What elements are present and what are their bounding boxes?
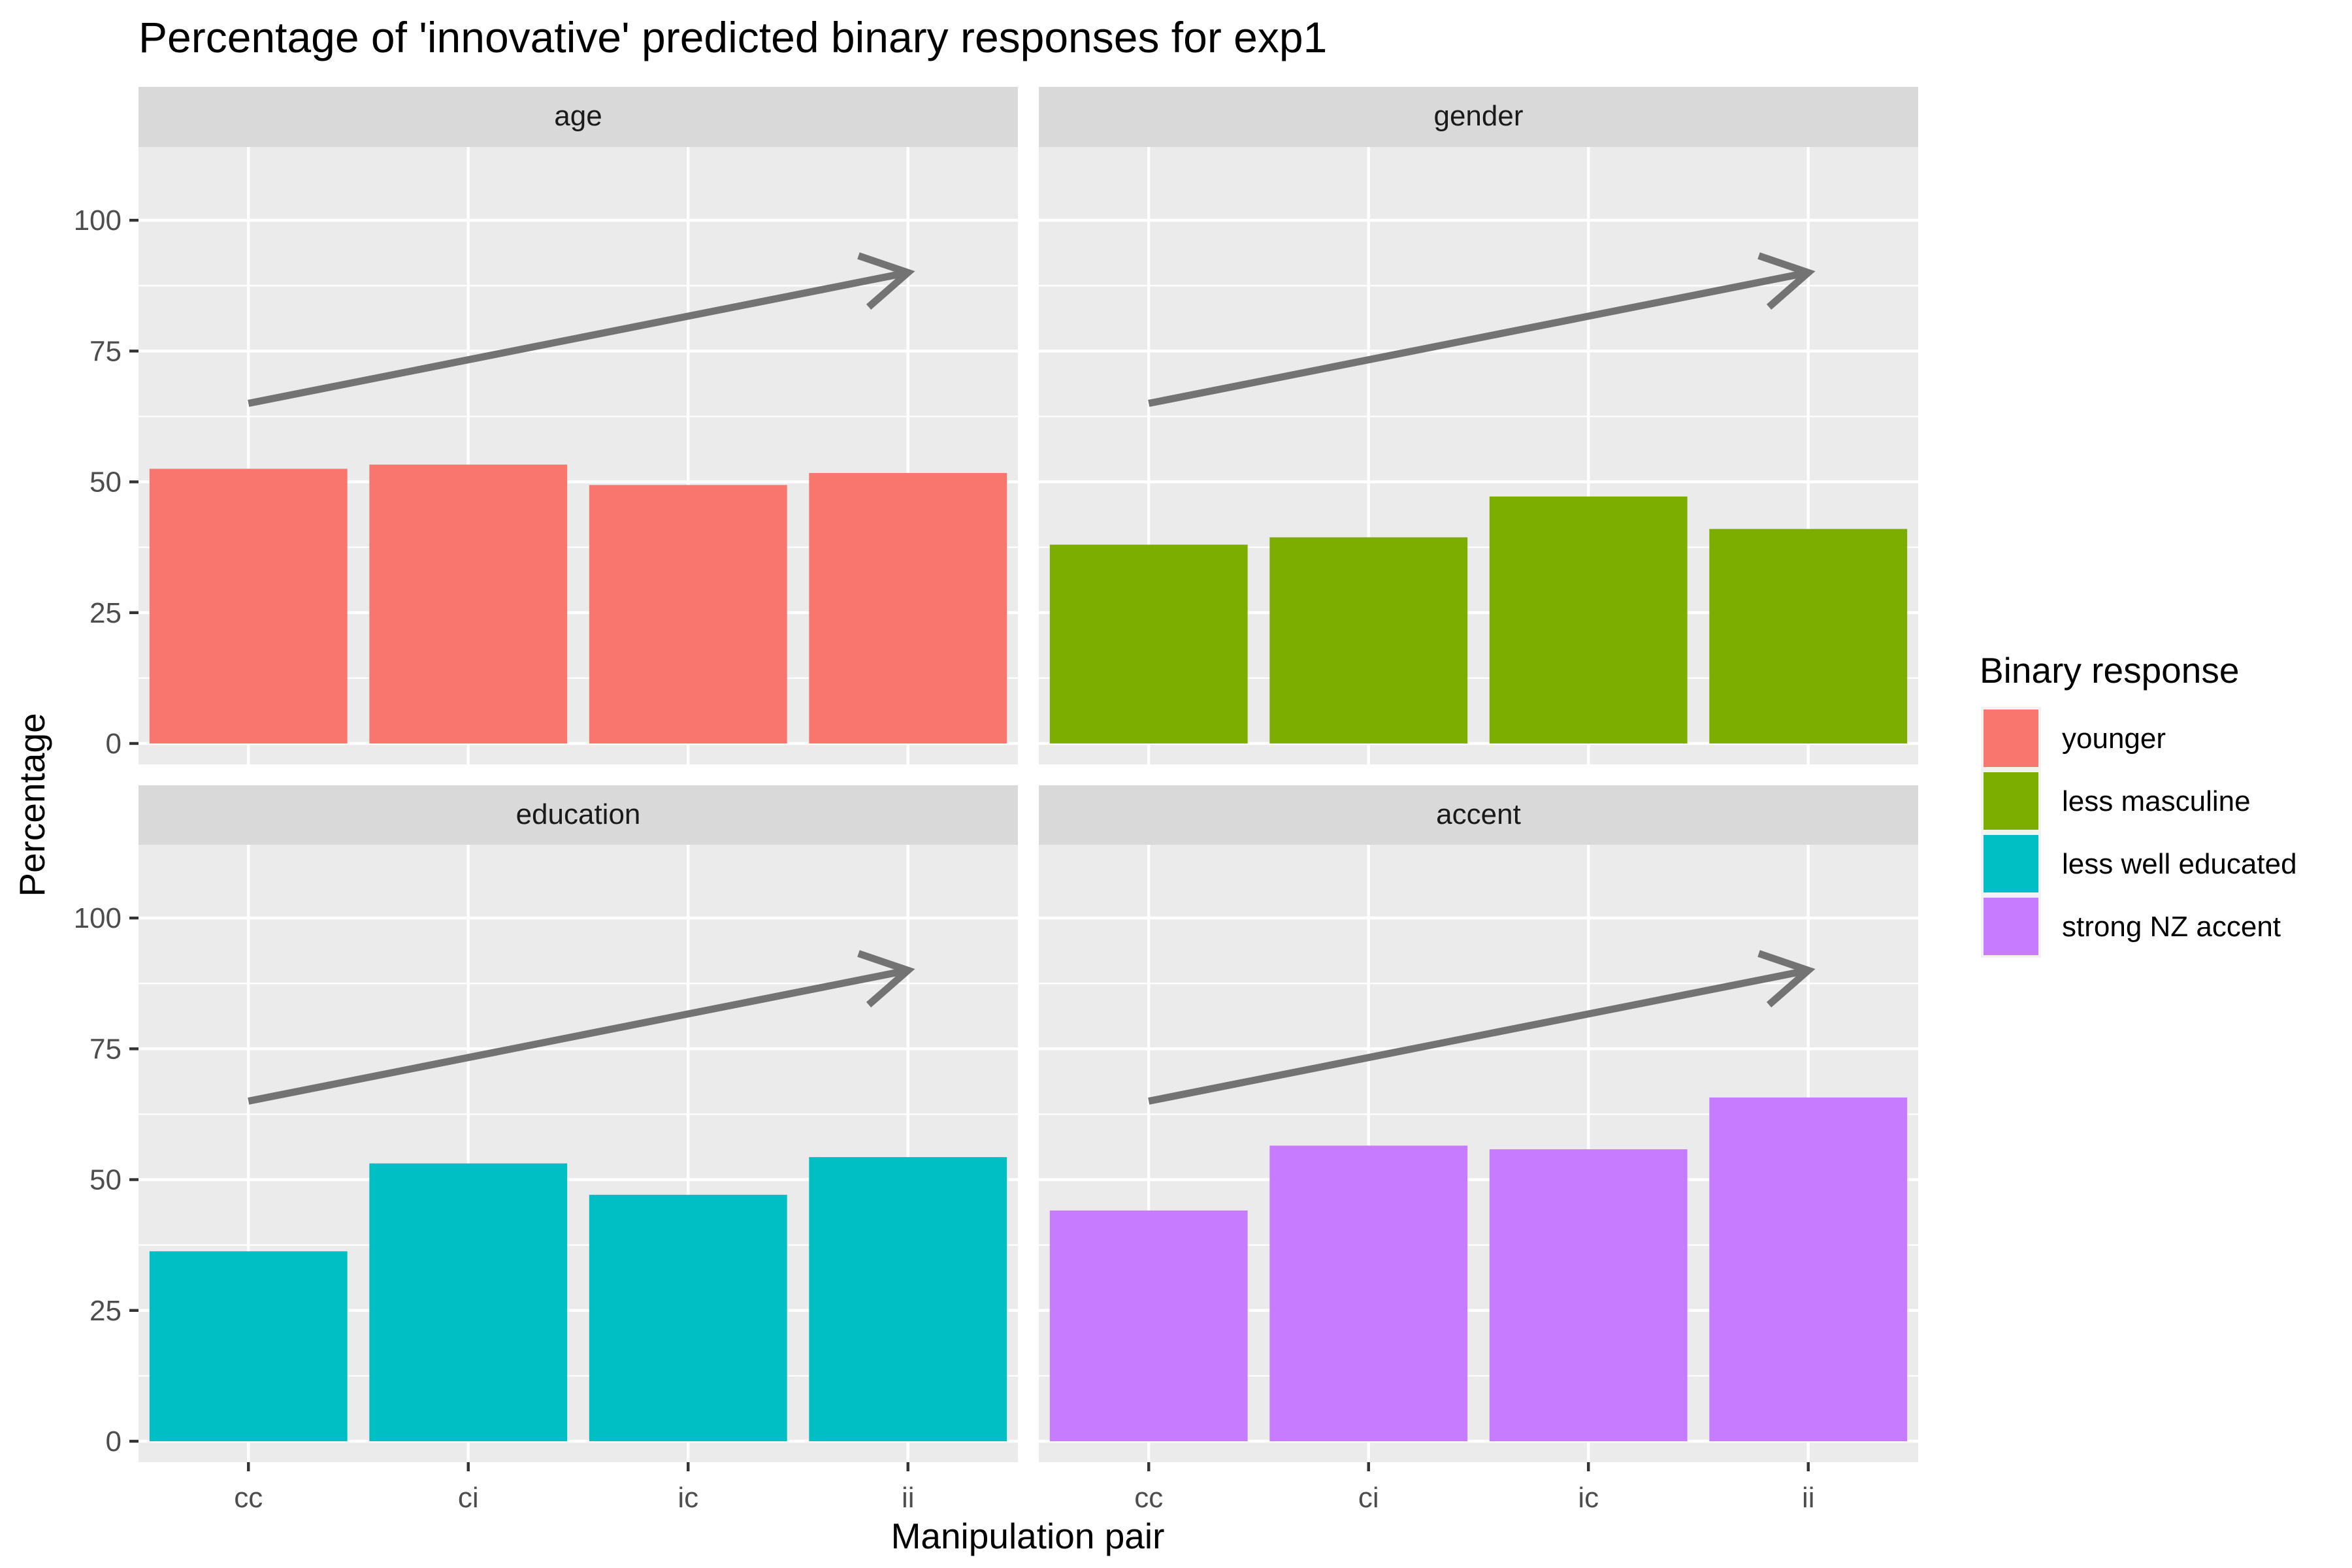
y-tick-label: 50 xyxy=(90,1164,122,1196)
y-tick-label: 0 xyxy=(106,1426,122,1458)
bar-accent-ii xyxy=(1709,1097,1908,1441)
y-tick-label: 100 xyxy=(74,902,122,934)
chart-title: Percentage of 'innovative' predicted bin… xyxy=(139,13,1327,61)
bar-age-cc xyxy=(149,468,348,743)
trend-arrow xyxy=(248,252,915,407)
facet-strip xyxy=(139,785,1018,845)
trend-arrow-shaft xyxy=(1148,269,1809,407)
trend-arrow xyxy=(248,950,915,1105)
legend-item-education: less well educated xyxy=(1981,832,2297,895)
x-tick-label: ii xyxy=(1802,1482,1815,1514)
bar-accent-ci xyxy=(1269,1145,1468,1441)
facet-panel-age: age 0 25 50 75 100 xyxy=(74,87,1018,764)
x-tick-label: ci xyxy=(1358,1482,1379,1514)
bar-gender-ci xyxy=(1269,537,1468,743)
y-tick-label: 100 xyxy=(74,204,122,237)
legend-key-swatch xyxy=(1984,710,2038,767)
facet-strip-label: accent xyxy=(1436,798,1521,830)
bar-accent-ic xyxy=(1489,1149,1688,1441)
trend-arrow-head xyxy=(1757,252,1816,310)
trend-arrow-shaft xyxy=(1148,966,1809,1105)
trend-arrow-shaft xyxy=(248,966,909,1105)
y-axis-label: Percentage xyxy=(12,713,52,896)
x-tick-label: cc xyxy=(1134,1482,1163,1514)
legend: Binary response younger less masculine les… xyxy=(1980,650,2297,958)
legend-label: less masculine xyxy=(2062,785,2251,817)
y-tick-label: 75 xyxy=(90,1033,122,1065)
bar-gender-ic xyxy=(1489,496,1688,743)
facet-strip xyxy=(139,87,1018,147)
bar-accent-cc xyxy=(1049,1210,1248,1441)
legend-label: less well educated xyxy=(2062,848,2297,880)
facet-strip xyxy=(1039,87,1918,147)
legend-item-accent: strong NZ accent xyxy=(1981,895,2281,958)
y-tick-label: 75 xyxy=(90,335,122,367)
legend-label: strong NZ accent xyxy=(2062,911,2281,943)
y-tick-label: 0 xyxy=(106,728,122,760)
y-tick-label: 25 xyxy=(90,597,122,629)
trend-arrow xyxy=(1148,950,1816,1105)
bar-gender-cc xyxy=(1049,544,1248,743)
bar-age-ii xyxy=(809,472,1007,743)
trend-arrow-head xyxy=(1757,950,1816,1008)
legend-label: younger xyxy=(2062,723,2166,755)
bar-age-ci xyxy=(369,465,568,743)
legend-key-swatch xyxy=(1984,835,2038,892)
bar-education-ii xyxy=(809,1157,1007,1441)
legend-item-gender: less masculine xyxy=(1981,770,2251,832)
bar-age-ic xyxy=(589,485,787,743)
facet-panel-gender: gender xyxy=(1039,87,1918,764)
bar-education-ci xyxy=(369,1163,568,1441)
y-tick-label: 25 xyxy=(90,1295,122,1327)
trend-arrow xyxy=(1148,252,1816,407)
legend-key-swatch xyxy=(1984,898,2038,955)
y-tick-label: 50 xyxy=(90,466,122,498)
facet-strip-label: education xyxy=(516,798,641,830)
bar-gender-ii xyxy=(1709,529,1908,743)
x-tick-label: ic xyxy=(678,1482,698,1514)
x-tick-label: cc xyxy=(234,1482,263,1514)
x-axis-label: Manipulation pair xyxy=(891,1516,1165,1556)
legend-key-swatch xyxy=(1984,772,2038,830)
bar-education-ic xyxy=(589,1194,787,1441)
facet-strip-label: gender xyxy=(1433,100,1523,132)
trend-arrow-head xyxy=(857,252,915,310)
facet-strip-label: age xyxy=(554,100,602,132)
x-tick-label: ii xyxy=(902,1482,915,1514)
x-tick-label: ic xyxy=(1578,1482,1599,1514)
bar-education-cc xyxy=(149,1251,348,1441)
trend-arrow-head xyxy=(857,950,915,1008)
legend-title: Binary response xyxy=(1980,650,2239,691)
x-tick-label: ci xyxy=(458,1482,479,1514)
legend-item-age: younger xyxy=(1981,707,2166,770)
facet-panel-education: education 0 25 50 75 100 cc ci ic ii xyxy=(74,785,1018,1514)
trend-arrow-shaft xyxy=(248,269,909,407)
facet-panel-accent: accent cc ci ic ii xyxy=(1039,785,1918,1514)
facet-strip xyxy=(1039,785,1918,845)
